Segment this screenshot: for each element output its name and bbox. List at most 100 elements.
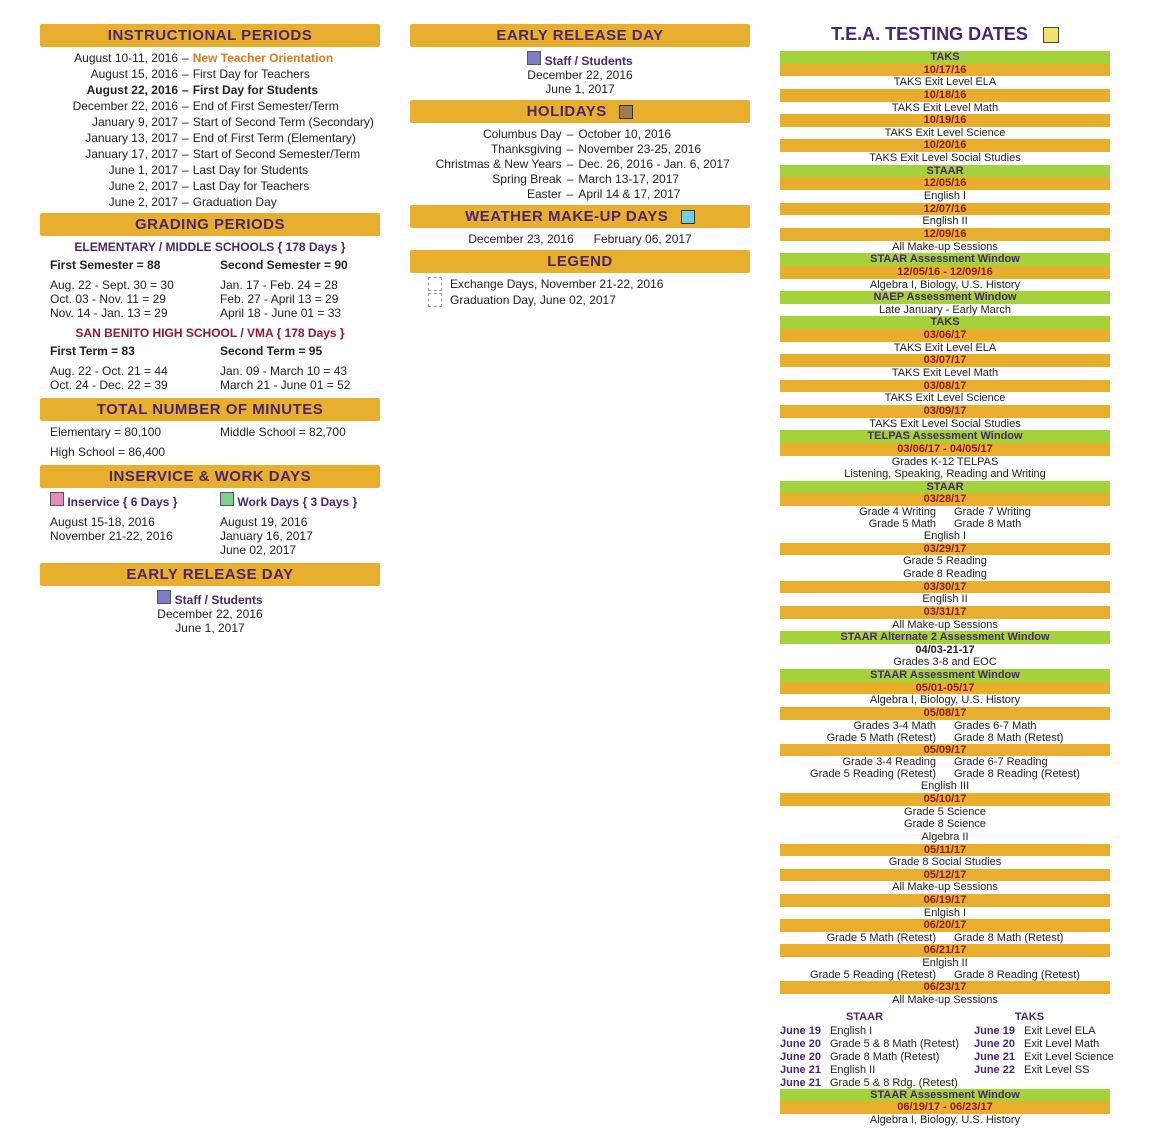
june-cell: June 21 xyxy=(780,1077,826,1089)
testing-row: 10/18/16 xyxy=(780,89,1110,102)
testing-row: Algebra II xyxy=(780,831,1110,844)
testing-row: Grade 5 Math (Retest)Grade 8 Math (Retes… xyxy=(780,732,1110,744)
inservice-labels: Inservice { 6 Days } Work Days { 3 Days … xyxy=(40,492,380,509)
legend-row1: Exchange Days, November 21-22, 2016 xyxy=(428,277,750,291)
exchange-icon xyxy=(428,277,442,291)
testing-list: TAKS10/17/16TAKS Exit Level ELA10/18/16T… xyxy=(780,51,1110,1007)
grading-hs-term: First Term = 83 Second Term = 95 xyxy=(40,344,380,358)
testing-row: 06/23/17 xyxy=(780,981,1110,994)
legend-r2: Graduation Day, June 02, 2017 xyxy=(450,293,616,307)
hdr-minutes: TOTAL NUMBER OF MINUTES xyxy=(40,398,380,421)
holidays-box xyxy=(619,105,633,119)
instructional-row: June 2, 2017–Graduation Day xyxy=(48,195,380,209)
testing-row: 03/28/17 xyxy=(780,493,1110,506)
testing-row: 05/10/17 xyxy=(780,793,1110,806)
testing-row: STAAR xyxy=(780,481,1110,494)
grading-cell: June 02, 2017 xyxy=(220,543,370,557)
early1-d1: December 22, 2016 xyxy=(40,607,380,621)
holiday-row: Thanksgiving–November 23-25, 2016 xyxy=(410,142,750,156)
testing-row: Grades 3-4 MathGrades 6-7 Math xyxy=(780,720,1110,732)
testing-row: TAKS Exit Level Social Studies xyxy=(780,418,1110,431)
testing-row: Grade 5 Math (Retest)Grade 8 Math (Retes… xyxy=(780,932,1110,944)
testing-row: Enlgish I xyxy=(780,907,1110,920)
elem-sem1: First Semester = 88 xyxy=(50,258,160,272)
testing-row: TAKS Exit Level ELA xyxy=(780,76,1110,89)
testing-row: All Make-up Sessions xyxy=(780,619,1110,632)
testing-row: Grade 5 Reading (Retest)Grade 8 Reading … xyxy=(780,768,1110,780)
testing-row: STAAR Assessment Window xyxy=(780,669,1110,682)
june-cell: Exit Level SS xyxy=(1024,1064,1134,1076)
instructional-row: January 17, 2017–Start of Second Semeste… xyxy=(48,147,380,161)
testing-row: Listening, Speaking, Reading and Writing xyxy=(780,468,1110,481)
grading-elem-label: ELEMENTARY / MIDDLE SCHOOLS { 178 Days } xyxy=(40,240,380,254)
instructional-list: August 10-11, 2016–New Teacher Orientati… xyxy=(40,51,380,209)
testing-row: Grade 8 Reading xyxy=(780,568,1110,581)
june-cell: Exit Level Science xyxy=(1024,1051,1134,1063)
testing-row: STAAR Assessment Window xyxy=(780,1089,1110,1102)
testing-row: 12/05/16 xyxy=(780,177,1110,190)
testing-row: 03/07/17 xyxy=(780,354,1110,367)
testing-row: All Make-up Sessions xyxy=(780,994,1110,1007)
grading-cell: Oct. 24 - Dec. 22 = 39 xyxy=(50,378,200,392)
grading-cell: January 16, 2017 xyxy=(220,529,370,543)
testing-row: 05/08/17 xyxy=(780,707,1110,720)
june-cell: June 19 xyxy=(780,1025,826,1037)
june-cell: English I xyxy=(830,1025,970,1037)
testing-row: Algebra I, Biology, U.S. History xyxy=(780,1114,1110,1127)
grading-cell: Jan. 17 - Feb. 24 = 28 xyxy=(220,278,370,292)
legend-row2: Graduation Day, June 02, 2017 xyxy=(428,293,750,307)
inservice-box xyxy=(50,492,64,506)
holiday-row: Christmas & New Years–Dec. 26, 2016 - Ja… xyxy=(410,157,750,171)
testing-row: STAAR xyxy=(780,165,1110,178)
grading-hs-label: SAN BENITO HIGH SCHOOL / VMA { 178 Days … xyxy=(40,326,380,340)
instructional-row: August 22, 2016–First Day for Students xyxy=(48,83,380,97)
makeup-dates: December 23, 2016 February 06, 2017 xyxy=(410,232,750,246)
early2-label: Staff / Students xyxy=(545,54,633,68)
grading-cell: August 19, 2016 xyxy=(220,515,370,529)
elem-sem2: Second Semester = 90 xyxy=(220,258,348,272)
june-cell: June 21 xyxy=(974,1051,1020,1063)
graduation-icon xyxy=(428,293,442,307)
instructional-row: June 2, 2017–Last Day for Teachers xyxy=(48,179,380,193)
inservice-label: Inservice { 6 Days } xyxy=(67,495,177,509)
june-cell: June 21 xyxy=(780,1064,826,1076)
hdr-inservice: INSERVICE & WORK DAYS xyxy=(40,465,380,488)
testing-row: 12/09/16 xyxy=(780,228,1110,241)
min-elem: Elementary = 80,100 xyxy=(50,425,200,439)
instructional-row: August 15, 2016–First Day for Teachers xyxy=(48,67,380,81)
hdr-holidays: HOLIDAYS xyxy=(410,100,750,123)
june-cell: Exit Level ELA xyxy=(1024,1025,1134,1037)
early2-d1: December 22, 2016 xyxy=(410,68,750,82)
workdays-box xyxy=(220,492,234,506)
col-left: INSTRUCTIONAL PERIODS August 10-11, 2016… xyxy=(40,20,380,635)
testing-row: Algebra I, Biology, U.S. History xyxy=(780,279,1110,292)
grading-cell: November 21-22, 2016 xyxy=(50,529,200,543)
testing-row: All Make-up Sessions xyxy=(780,241,1110,254)
testing-row: 05/11/17 xyxy=(780,844,1110,857)
testing-tail: STAAR Assessment Window06/19/17 - 06/23/… xyxy=(780,1089,1110,1127)
testing-row: Grade 8 Science xyxy=(780,818,1110,831)
grading-hs-rows: Aug. 22 - Oct. 21 = 44Oct. 24 - Dec. 22 … xyxy=(40,364,380,392)
testing-row: Algebra I, Biology, U.S. History xyxy=(780,694,1110,707)
testing-row: TAKS Exit Level Math xyxy=(780,367,1110,380)
grading-elem-rows: Aug. 22 - Sept. 30 = 30Oct. 03 - Nov. 11… xyxy=(40,278,380,320)
grading-cell: Jan. 09 - March 10 = 43 xyxy=(220,364,370,378)
testing-row: Grade 4 WritingGrade 7 Writing xyxy=(780,506,1110,518)
june-cell xyxy=(974,1077,1020,1089)
grading-cell: Feb. 27 - April 13 = 29 xyxy=(220,292,370,306)
testing-row: 03/29/17 xyxy=(780,543,1110,556)
makeup-title: WEATHER MAKE-UP DAYS xyxy=(465,208,668,225)
testing-title: T.E.A. TESTING DATES xyxy=(780,24,1110,45)
grading-cell: Aug. 22 - Oct. 21 = 44 xyxy=(50,364,200,378)
testing-row: 03/06/17 - 04/05/17 xyxy=(780,443,1110,456)
grading-cell: August 15-18, 2016 xyxy=(50,515,200,529)
testing-row: 10/20/16 xyxy=(780,139,1110,152)
minutes-row1: Elementary = 80,100 Middle School = 82,7… xyxy=(40,425,380,439)
grading-cell: April 18 - June 01 = 33 xyxy=(220,306,370,320)
makeup-box xyxy=(681,210,695,224)
june-cell: Grade 5 & 8 Math (Retest) xyxy=(830,1038,970,1050)
holidays-title: HOLIDAYS xyxy=(527,103,607,120)
june-cell: Exit Level Math xyxy=(1024,1038,1134,1050)
testing-row: 03/08/17 xyxy=(780,380,1110,393)
instructional-row: August 10-11, 2016–New Teacher Orientati… xyxy=(48,51,380,65)
